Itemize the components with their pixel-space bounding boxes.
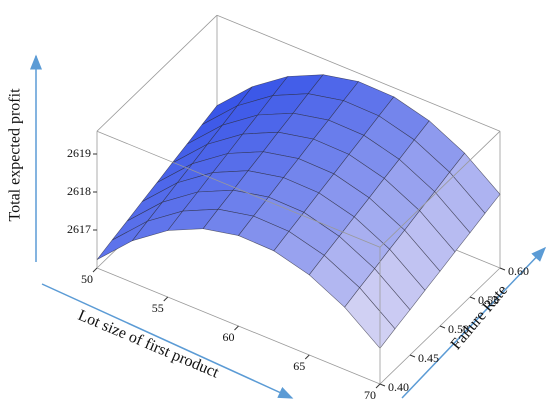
y-tick-label: 0.40 — [388, 380, 409, 394]
x-tick — [234, 325, 239, 331]
y-tick-label: 0.45 — [418, 351, 439, 365]
x-tick-label: 50 — [81, 272, 93, 286]
y-axis-arrow — [401, 246, 547, 399]
x-tick — [375, 383, 381, 389]
x-axis-arrow — [41, 283, 294, 399]
z-tick-label: 2618 — [67, 184, 91, 198]
y-tick-label: 0.55 — [478, 293, 499, 307]
box-edge — [96, 130, 381, 248]
box-edge — [216, 14, 501, 132]
x-tick-label: 60 — [223, 330, 235, 344]
y-tick-label: 0.60 — [508, 264, 529, 278]
z-tick-label: 2617 — [67, 222, 91, 236]
y-tick-label: 0.50 — [448, 322, 469, 336]
x-tick-label: 70 — [364, 388, 376, 402]
plot-area: 50 55 60 65 70 0.40 0.45 0.50 0.55 0.60 2617 2618 26… — [67, 14, 529, 402]
surface-patch — [344, 287, 396, 349]
x-tick-label: 55 — [152, 301, 164, 315]
z-axis-label: Total expected profit — [7, 88, 24, 222]
x-tick — [92, 267, 98, 273]
y-tick — [499, 267, 506, 271]
x-tick — [163, 296, 169, 302]
x-tick — [304, 354, 310, 360]
y-tick — [379, 383, 386, 387]
y-tick — [439, 325, 446, 329]
box-edge — [96, 14, 218, 132]
x-axis-label: Lot size of first product — [75, 307, 221, 382]
z-tick-label: 2619 — [67, 146, 91, 160]
x-tick-label: 65 — [293, 359, 305, 373]
y-tick — [409, 354, 416, 358]
y-tick — [469, 296, 476, 300]
box-edge — [379, 130, 501, 248]
